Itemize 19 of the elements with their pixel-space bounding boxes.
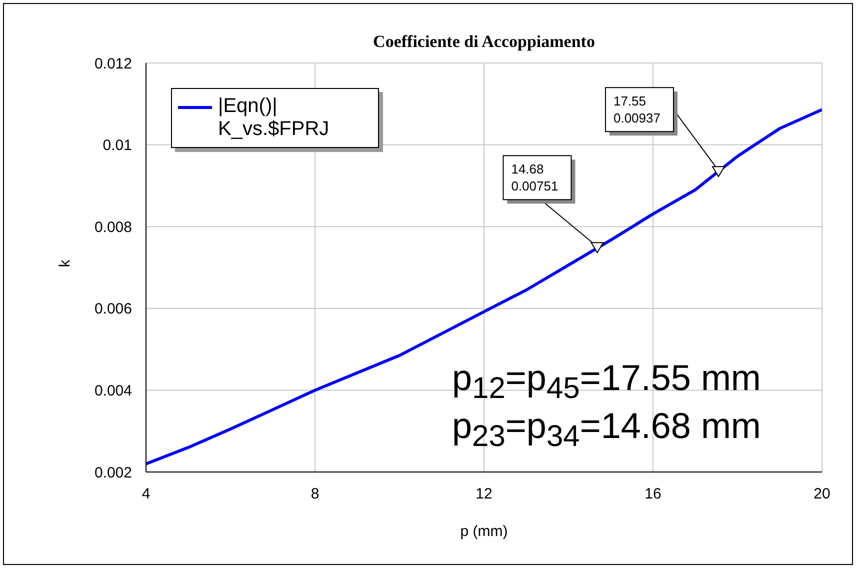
y-tick-label: 0.012 <box>94 55 132 72</box>
y-tick-label: 0.01 <box>102 137 132 154</box>
x-axis-title: p (mm) <box>459 523 509 540</box>
chart-title: Coefficiente di Accoppiamento <box>372 32 596 52</box>
annotation: 17.55 0.00937 <box>613 94 660 126</box>
x-tick-label: 20 <box>814 486 830 503</box>
y-tick-label: 0.006 <box>94 300 132 318</box>
y-tick-label: 0.008 <box>94 218 132 236</box>
y-axis-title: k <box>56 258 74 270</box>
x-tick-label: 16 <box>644 486 662 503</box>
y-tick-label: 0.004 <box>94 382 132 400</box>
legend-label: |Eqn()| K_vs.$FPRJ <box>218 95 330 141</box>
annotation: p$_{12}$=p$_{45}$=17.55 mm <box>452 357 761 406</box>
y-tick-label: 0.002 <box>94 464 132 482</box>
x-tick-label: 12 <box>476 486 492 503</box>
x-tick-label: 4 <box>142 486 150 503</box>
annotation: 14.68 0.00751 <box>511 162 558 194</box>
x-tick-label: 8 <box>310 486 320 503</box>
annotation: p$_{23}$=p$_{34}$=14.68 mm <box>452 404 761 456</box>
